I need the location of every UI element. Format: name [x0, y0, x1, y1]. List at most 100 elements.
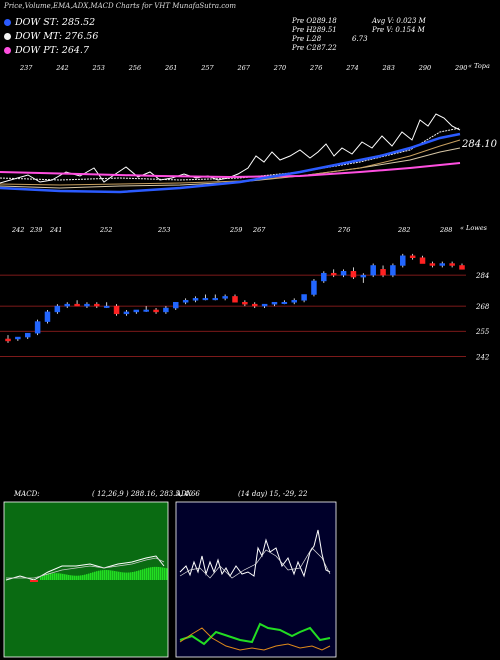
- macd-bar: [96, 571, 98, 580]
- quote-extra: 6.73: [352, 35, 368, 43]
- candle-body: [54, 305, 61, 313]
- candle-body: [330, 272, 337, 276]
- macd-bar: [104, 570, 106, 580]
- candle-body: [301, 294, 307, 301]
- macd-bar: [80, 575, 82, 580]
- macd-bar: [158, 566, 160, 580]
- macd-bar: [156, 566, 158, 580]
- legend-swatch-mt: [4, 33, 11, 40]
- mid-panel-corner-label: « Lowes: [460, 224, 488, 232]
- top-tick-label: 256: [128, 64, 141, 72]
- candle-body: [64, 303, 70, 307]
- candle-body: [24, 332, 31, 338]
- candle-body: [311, 280, 317, 295]
- macd-label: MACD:: [14, 490, 40, 498]
- candle-body: [153, 309, 159, 313]
- quote-pre-h-value: 289.51: [312, 26, 337, 34]
- mid-tick-label: 239: [29, 226, 42, 234]
- quote-avg-v-value: 0.023 M: [396, 17, 426, 25]
- macd-bar: [112, 570, 114, 580]
- y-tick-label: 255: [475, 328, 490, 336]
- macd-bar: [68, 574, 70, 580]
- quote-pre-l-label: Pre L:: [292, 35, 314, 43]
- macd-bar: [128, 572, 130, 580]
- adx-label: ADX: [176, 490, 192, 498]
- macd-signal: [6, 557, 165, 579]
- candle-body: [84, 303, 90, 307]
- top-panel-corner-label: « Topa: [468, 62, 490, 70]
- macd-bar: [146, 568, 148, 580]
- macd-bar: [86, 574, 88, 580]
- price-line: [0, 113, 461, 184]
- macd-bar: [152, 567, 154, 580]
- macd-bar: [58, 573, 60, 580]
- macd-bar: [148, 567, 150, 580]
- legend-label-pt: DOW PT: 264.7: [15, 45, 89, 56]
- adx-plus-di: [179, 529, 331, 578]
- macd-bar: [166, 568, 168, 580]
- quote-pre-o-label: Pre O:: [292, 17, 315, 25]
- quote-pre-l: Pre L: 28: [292, 35, 321, 43]
- mid-tick-labels: 242 239 241 252 253 259 267 276 282 288: [11, 226, 452, 234]
- macd-bar: [100, 570, 102, 580]
- candle-body: [173, 301, 179, 309]
- macd-bar: [56, 573, 58, 580]
- candle-body: [113, 305, 120, 315]
- macd-histogram: [40, 566, 168, 580]
- quote-pre-c-label: Pre C:: [292, 44, 315, 52]
- adx-orange-line: [179, 627, 331, 651]
- macd-bar: [54, 573, 56, 580]
- macd-bar: [164, 567, 166, 580]
- legend-dow-pt: DOW PT: 264.7: [4, 45, 89, 56]
- quote-pre-v-value: 0.154 M: [395, 26, 425, 34]
- macd-bar: [150, 567, 152, 580]
- candle-body: [192, 298, 199, 301]
- mid-tick-label: 282: [397, 226, 410, 234]
- candle-body: [370, 265, 376, 276]
- macd-bar: [110, 570, 112, 580]
- macd-bar: [120, 572, 122, 580]
- quote-pre-h: Pre H: 289.51: [292, 26, 337, 34]
- macd-bar: [70, 575, 72, 580]
- candle-body: [340, 271, 347, 276]
- macd-bar: [106, 570, 108, 580]
- macd-bar: [154, 566, 156, 580]
- candle-body: [409, 255, 416, 258]
- candle-body: [15, 336, 21, 340]
- macd-bar: [124, 572, 126, 580]
- candle-body: [222, 296, 228, 299]
- ema-line-2: [0, 139, 461, 186]
- mid-tick-label: 267: [252, 226, 266, 234]
- macd-bar: [60, 573, 62, 580]
- top-tick-label: 253: [92, 64, 105, 72]
- macd-bar: [50, 573, 52, 580]
- candle-body: [212, 298, 219, 301]
- candle-body: [123, 311, 130, 315]
- top-tick-label: 283: [382, 64, 395, 72]
- macd-bar: [98, 570, 100, 580]
- legend-swatch-st: [4, 19, 11, 26]
- macd-bar: [82, 575, 84, 580]
- macd-bar: [42, 575, 44, 580]
- candle-body: [94, 303, 100, 307]
- macd-bar: [72, 575, 74, 580]
- macd-bar: [90, 572, 92, 580]
- y-tick-label: 242: [475, 353, 490, 361]
- adx-minus-di: [179, 547, 331, 579]
- candle-body: [439, 263, 446, 266]
- top-tick-label: 257: [200, 64, 214, 72]
- candle-body: [400, 255, 406, 266]
- candle-body: [5, 338, 11, 342]
- macd-bar: [160, 567, 162, 580]
- macd-bar: [136, 571, 138, 580]
- candle-body: [419, 257, 426, 264]
- macd-bar: [64, 574, 66, 580]
- candle-body: [251, 303, 258, 307]
- macd-values: ( 12,26,9 ) 288.16, 283.5, 4.66: [92, 490, 200, 498]
- price-grid: 284 268 255 242: [0, 272, 490, 361]
- candle-body: [44, 311, 51, 322]
- macd-bar: [162, 567, 164, 580]
- quote-pre-o-value: 289.18: [312, 17, 337, 25]
- candle-body: [429, 263, 436, 266]
- legend-label-st: DOW ST: 285.52: [15, 17, 96, 28]
